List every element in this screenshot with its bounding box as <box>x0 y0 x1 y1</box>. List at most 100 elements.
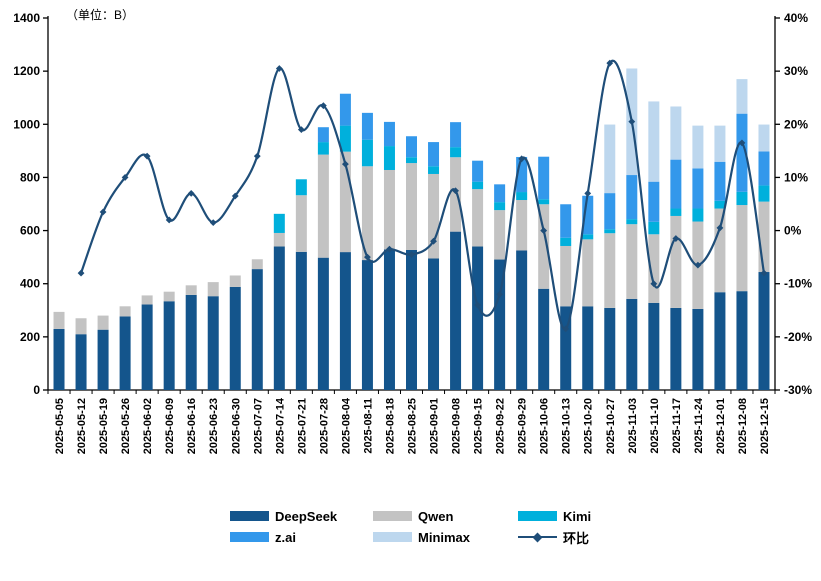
bar-segment-DeepSeek <box>450 231 462 390</box>
bar-segment-DeepSeek <box>582 306 594 390</box>
line-marker-diamond <box>297 126 305 133</box>
bar-segment-Qwen <box>185 285 197 295</box>
line-marker-diamond <box>319 102 327 110</box>
line-marker-diamond <box>165 216 173 224</box>
bar-segment-Kimi <box>692 208 704 222</box>
x-tick-label: 2025-07-21 <box>296 398 308 454</box>
unit-label: （单位：B） <box>66 8 135 22</box>
bar-segment-Qwen <box>163 291 175 302</box>
bar-segment-DeepSeek <box>273 246 285 390</box>
bar-segment-DeepSeek <box>141 304 153 390</box>
line-marker-diamond <box>518 155 526 163</box>
line-layer <box>77 59 768 333</box>
bar-segment-Minimax <box>736 79 748 114</box>
x-tick-label: 2025-08-11 <box>362 398 374 454</box>
x-tick-label: 2025-05-05 <box>54 398 66 454</box>
legend-swatch-kimi <box>518 511 557 521</box>
bar-segment-DeepSeek <box>229 286 241 390</box>
left-axis-tick-label: 1400 <box>13 11 40 25</box>
legend-swatch-qwen <box>373 511 412 521</box>
line-marker-diamond <box>672 235 680 242</box>
legend-swatch-zai <box>230 532 269 542</box>
bar-segment-Qwen <box>560 245 572 307</box>
ticks-layer: 0 200 400 600 800 1000 1200 1400 -30% -20% -10% 0% 1… <box>13 11 812 397</box>
bar-segment-DeepSeek <box>472 246 484 390</box>
bar-segment-DeepSeek <box>185 294 197 390</box>
bar-segment-z.ai <box>494 184 506 203</box>
x-tick-label: 2025-11-03 <box>627 398 639 454</box>
left-axis-tick-label: 1000 <box>13 117 40 131</box>
bar-segment-DeepSeek <box>53 328 65 390</box>
bar-segment-Qwen <box>339 151 351 253</box>
bar-segment-Qwen <box>273 232 285 247</box>
bar-segment-Qwen <box>516 200 528 251</box>
bar-segment-DeepSeek <box>758 272 770 390</box>
line-marker-diamond <box>364 253 371 261</box>
bar-segment-Qwen <box>538 204 550 289</box>
bar-segment-z.ai <box>758 151 770 186</box>
bar-segment-z.ai <box>604 193 616 230</box>
line-marker-diamond <box>694 261 702 269</box>
legend-label-kimi: Kimi <box>563 508 592 524</box>
bar-segment-Qwen <box>317 154 329 258</box>
bar-segment-Kimi <box>626 219 638 225</box>
bar-segment-Minimax <box>648 101 660 182</box>
bar-segment-Qwen <box>361 166 373 261</box>
x-tick-label: 2025-10-27 <box>605 398 617 454</box>
bar-segment-Kimi <box>361 139 373 167</box>
x-tick-label: 2025-09-08 <box>451 398 463 454</box>
legend-item-deepseek: DeepSeek <box>230 508 337 524</box>
bar-segment-Qwen <box>450 157 462 232</box>
x-tick-label: 2025-10-13 <box>561 398 573 454</box>
bar-segment-DeepSeek <box>560 306 572 390</box>
bar-segment-z.ai <box>582 195 594 235</box>
bar-segment-z.ai <box>339 93 351 126</box>
line-marker-diamond <box>540 227 548 234</box>
bar-segment-z.ai <box>626 175 638 220</box>
x-tick-label: 2025-06-02 <box>142 398 154 454</box>
right-axis-tick-label: 0% <box>784 224 802 238</box>
bar-segment-DeepSeek <box>383 249 395 390</box>
bar-segment-DeepSeek <box>736 291 748 390</box>
bar-segment-Qwen <box>141 295 153 305</box>
line-marker-diamond <box>386 245 393 253</box>
x-tick-label: 2025-07-14 <box>274 397 286 454</box>
bar-segment-Qwen <box>97 315 109 330</box>
bar-segment-DeepSeek <box>317 257 329 390</box>
x-tick-label: 2025-08-04 <box>340 397 352 454</box>
line-marker-diamond <box>584 189 592 197</box>
legend-item-minimax: Minimax <box>373 529 470 545</box>
x-tick-label: 2025-11-24 <box>693 397 705 454</box>
bar-segment-Kimi <box>339 125 351 152</box>
x-tick-label: 2025-05-19 <box>98 398 110 454</box>
legend-label-qwen: Qwen <box>418 508 454 524</box>
bar-segment-DeepSeek <box>361 260 373 390</box>
bar-segment-Qwen <box>626 224 638 299</box>
left-axis-tick-label: 400 <box>20 277 40 291</box>
line-marker-diamond <box>231 192 239 200</box>
bar-segment-DeepSeek <box>648 302 660 390</box>
bar-segment-DeepSeek <box>670 307 682 390</box>
legend-label-huanbi: 环比 <box>563 530 590 546</box>
bar-segment-Qwen <box>119 306 131 317</box>
x-tick-label: 2025-11-10 <box>649 398 661 454</box>
legend-label-zai: z.ai <box>275 529 296 545</box>
bar-segment-z.ai <box>692 168 704 209</box>
bar-segment-Qwen <box>736 205 748 292</box>
bar-segment-Kimi <box>273 213 285 233</box>
bar-segment-Minimax <box>692 125 704 169</box>
x-tick-label: 2025-11-17 <box>671 398 683 454</box>
x-tick-label: 2025-10-06 <box>539 398 551 454</box>
x-tick-label: 2025-07-07 <box>252 398 264 454</box>
line-marker-diamond <box>99 208 107 216</box>
bar-segment-z.ai <box>472 160 484 182</box>
line-marker-diamond <box>408 251 415 258</box>
bar-segment-DeepSeek <box>75 334 87 390</box>
bar-segment-Kimi <box>494 202 506 211</box>
x-tick-label: 2025-12-08 <box>737 398 749 454</box>
bar-segment-Qwen <box>648 234 660 303</box>
right-axis-tick-label: 40% <box>784 11 808 25</box>
bar-segment-z.ai <box>317 127 329 143</box>
bar-segment-DeepSeek <box>406 249 417 390</box>
